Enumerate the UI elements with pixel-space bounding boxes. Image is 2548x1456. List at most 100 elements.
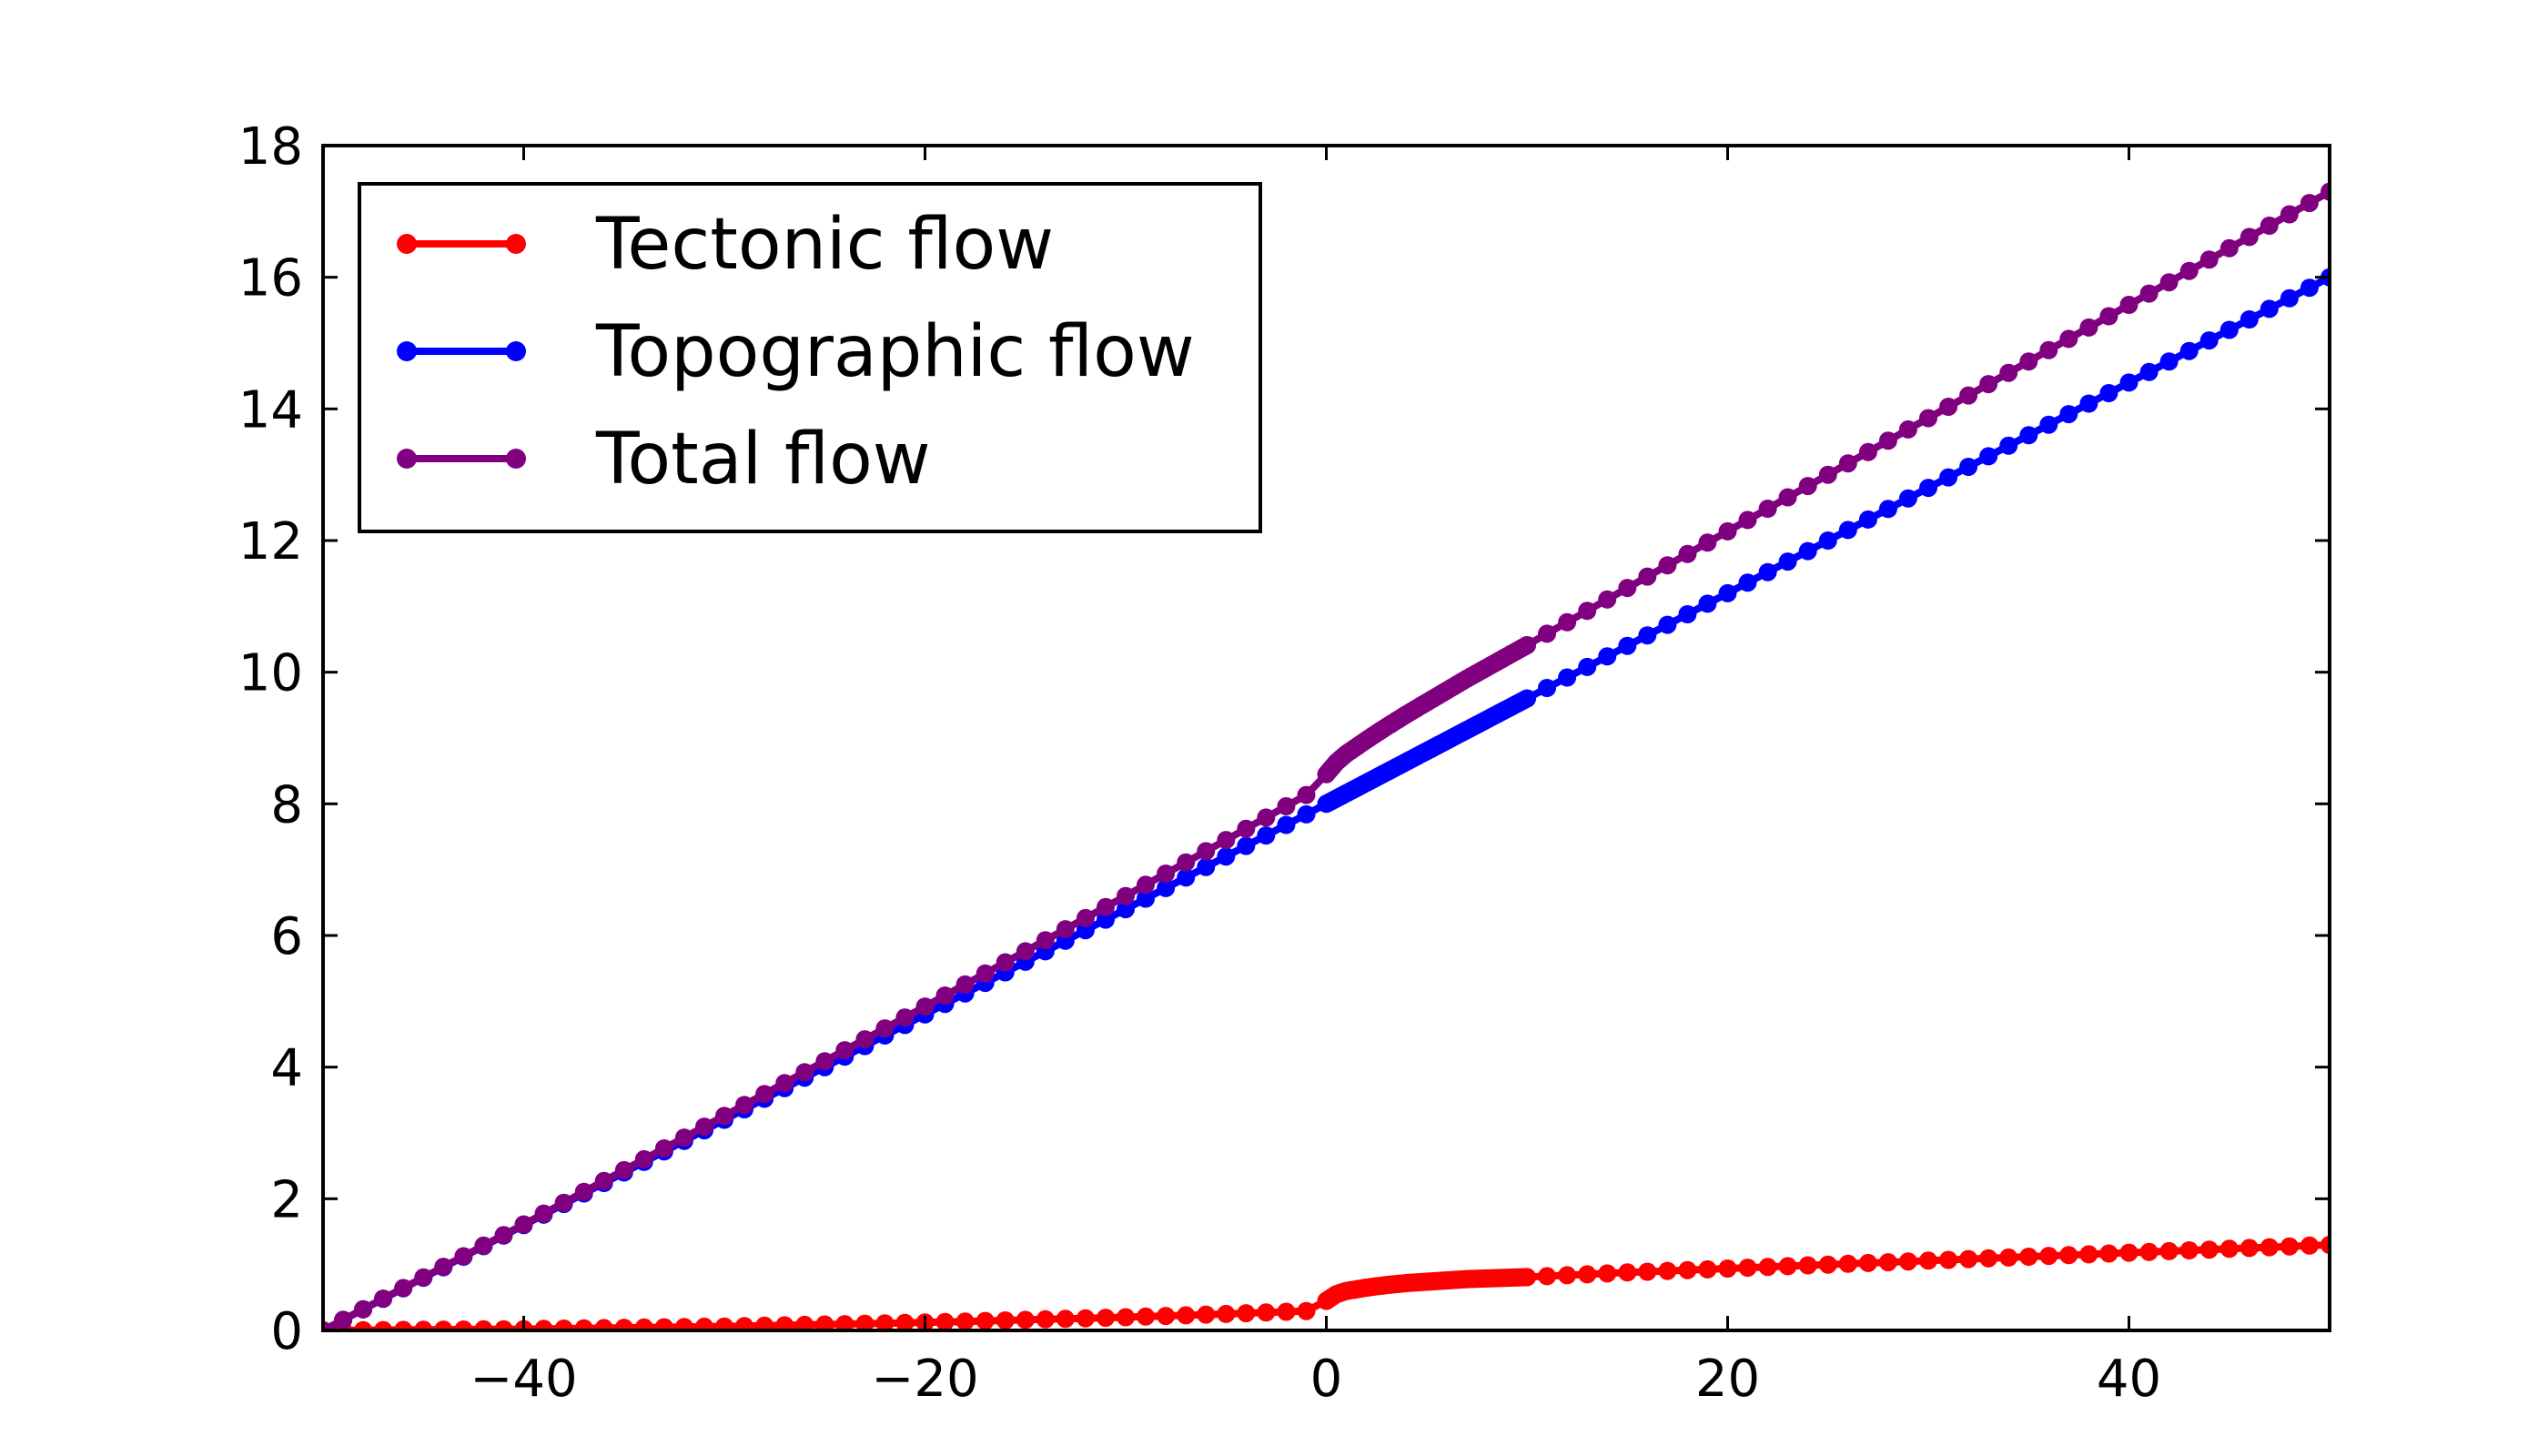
data-point-tectonic-flow: [1939, 1250, 1958, 1269]
y-tick-label: 12: [238, 512, 303, 571]
data-point-tectonic-flow: [755, 1316, 774, 1330]
data-point-total-flow: [414, 1268, 433, 1287]
data-point-tectonic-flow: [594, 1319, 613, 1330]
data-point-topographic-flow: [1217, 847, 1236, 866]
data-point-tectonic-flow: [1217, 1304, 1236, 1323]
data-point-topographic-flow: [2199, 331, 2219, 350]
axis-ticks: −40 −20 0 20 40 0 2 4 6 8 10 12 14 16 18: [238, 117, 2330, 1409]
data-point-tectonic-flow: [1097, 1309, 1115, 1328]
data-point-topographic-flow: [2079, 394, 2098, 413]
legend-item-total-flow: Total flow: [397, 419, 931, 500]
data-point-total-flow: [1738, 511, 1757, 530]
legend-item-topographic-flow: Topographic flow: [397, 311, 1195, 393]
data-point-topographic-flow: [1157, 878, 1176, 897]
data-point-total-flow: [715, 1107, 733, 1126]
data-point-total-flow: [1778, 488, 1797, 507]
data-point-tectonic-flow: [2119, 1243, 2138, 1262]
data-point-total-flow: [1959, 386, 1978, 405]
data-point-total-flow: [514, 1215, 533, 1234]
data-point-total-flow: [1578, 602, 1597, 621]
data-point-total-flow: [574, 1182, 593, 1201]
data-point-tectonic-flow: [474, 1320, 493, 1330]
data-point-tectonic-flow: [1016, 1310, 1035, 1330]
data-point-total-flow: [454, 1247, 473, 1266]
data-point-total-flow: [1217, 831, 1236, 850]
data-point-total-flow: [735, 1096, 753, 1115]
data-point-tectonic-flow: [1558, 1266, 1577, 1285]
data-point-tectonic-flow: [1658, 1261, 1677, 1280]
data-point-total-flow: [1538, 624, 1556, 643]
legend-label: Total flow: [595, 419, 931, 500]
data-point-total-flow: [2240, 228, 2259, 247]
data-point-tectonic-flow: [374, 1320, 393, 1330]
data-point-total-flow: [2320, 182, 2330, 201]
data-point-total-flow: [2199, 250, 2219, 269]
data-point-total-flow: [654, 1139, 673, 1158]
legend-marker: [506, 234, 526, 254]
x-tick-label: 20: [1695, 1350, 1760, 1409]
data-point-topographic-flow: [2240, 310, 2259, 329]
y-tick-label: 14: [238, 380, 303, 440]
data-point-tectonic-flow: [1738, 1259, 1757, 1278]
data-point-tectonic-flow: [634, 1318, 653, 1330]
data-point-tectonic-flow: [735, 1317, 753, 1330]
data-point-total-flow: [915, 997, 935, 1016]
data-point-tectonic-flow: [1818, 1255, 1837, 1274]
data-point-tectonic-flow: [1678, 1260, 1697, 1279]
data-point-total-flow: [1036, 931, 1055, 950]
data-point-total-flow: [1939, 398, 1958, 416]
data-point-tectonic-flow: [895, 1313, 915, 1330]
data-point-tectonic-flow: [2159, 1241, 2179, 1260]
data-point-tectonic-flow: [1959, 1249, 1978, 1269]
legend-marker: [397, 234, 417, 254]
data-point-topographic-flow: [1878, 500, 1897, 519]
data-point-total-flow: [554, 1193, 573, 1212]
data-point-tectonic-flow: [935, 1312, 955, 1330]
x-tick-label: −20: [871, 1350, 978, 1409]
y-tick-label: 18: [238, 117, 303, 177]
data-point-tectonic-flow: [674, 1318, 693, 1330]
data-point-total-flow: [2059, 329, 2078, 349]
data-point-tectonic-flow: [1277, 1302, 1296, 1321]
legend-marker: [397, 341, 417, 361]
data-point-total-flow: [1277, 797, 1296, 815]
data-point-total-flow: [835, 1041, 854, 1060]
data-point-total-flow: [1798, 477, 1817, 496]
data-point-topographic-flow: [1578, 657, 1597, 676]
data-point-tectonic-flow: [2280, 1237, 2299, 1256]
data-point-total-flow: [2280, 205, 2299, 224]
data-point-topographic-flow: [2179, 341, 2199, 360]
data-point-tectonic-flow: [1778, 1257, 1797, 1276]
data-point-total-flow: [614, 1160, 633, 1179]
data-point-topographic-flow: [2280, 288, 2299, 308]
data-point-tectonic-flow: [2300, 1236, 2319, 1255]
data-point-total-flow: [1157, 864, 1176, 883]
data-point-tectonic-flow: [2199, 1240, 2219, 1259]
data-point-topographic-flow: [2139, 362, 2159, 381]
data-point-total-flow: [1117, 886, 1135, 905]
data-point-total-flow: [1518, 636, 1536, 654]
data-point-total-flow: [855, 1030, 875, 1049]
data-point-tectonic-flow: [1177, 1306, 1196, 1325]
data-point-total-flow: [1758, 500, 1777, 518]
data-point-topographic-flow: [1919, 479, 1937, 498]
data-point-topographic-flow: [2260, 299, 2279, 318]
data-point-total-flow: [1678, 544, 1697, 563]
data-point-total-flow: [775, 1074, 794, 1093]
legend-item-tectonic-flow: Tectonic flow: [397, 204, 1054, 286]
data-point-total-flow: [1197, 842, 1216, 861]
data-point-total-flow: [1618, 579, 1637, 598]
data-point-tectonic-flow: [1858, 1253, 1877, 1272]
data-point-total-flow: [354, 1299, 373, 1319]
data-point-tectonic-flow: [2139, 1242, 2159, 1261]
data-point-tectonic-flow: [2219, 1239, 2239, 1259]
data-point-topographic-flow: [1598, 647, 1617, 666]
data-point-topographic-flow: [1558, 668, 1577, 687]
data-point-tectonic-flow: [1578, 1265, 1597, 1284]
x-tick-label: 0: [1310, 1350, 1343, 1409]
legend-label: Topographic flow: [595, 311, 1195, 393]
y-tick-label: 2: [270, 1170, 303, 1229]
series-total-flow: [323, 182, 2330, 1330]
data-point-topographic-flow: [1658, 615, 1677, 634]
